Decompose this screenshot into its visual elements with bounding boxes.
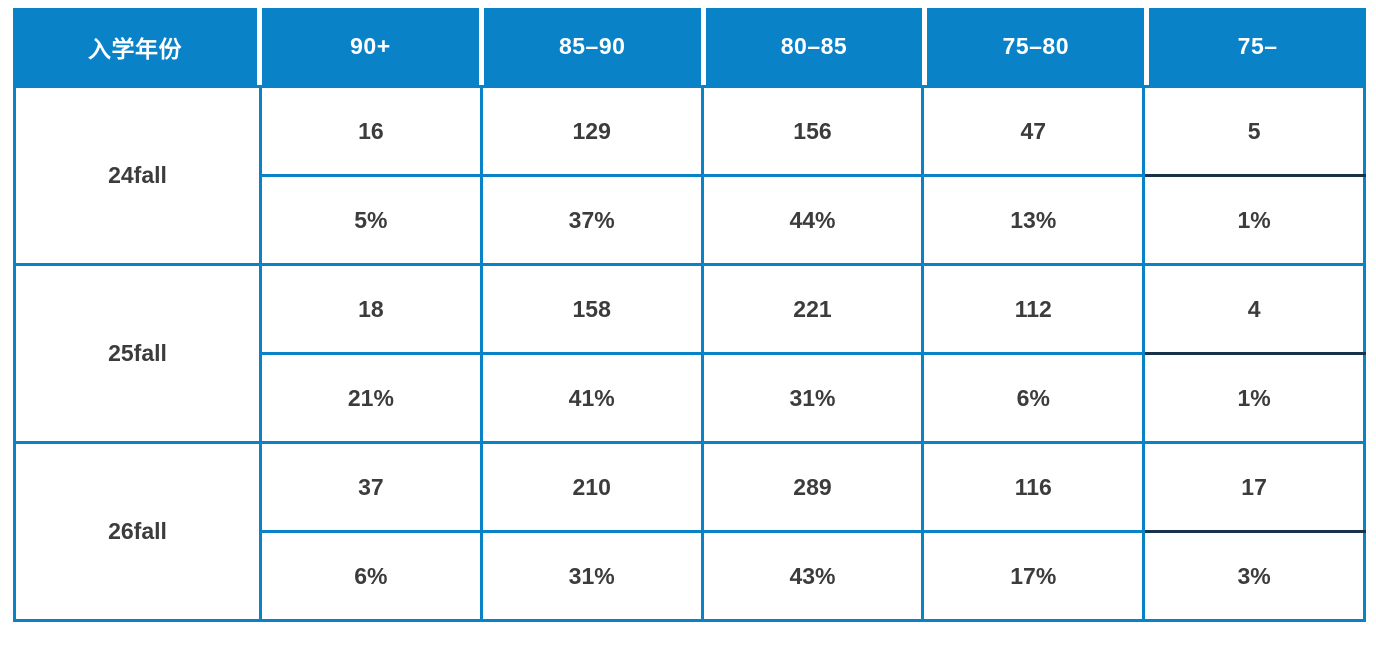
percent-cell: 1%	[1142, 174, 1366, 266]
table-row: 25fall 18 158 221 112 4	[13, 263, 1366, 444]
percent-cell: 6%	[921, 352, 1146, 444]
count-cell: 112	[921, 263, 1146, 355]
percent-cell: 13%	[921, 174, 1146, 266]
percent-cell: 37%	[479, 174, 704, 266]
count-cell: 5	[1142, 85, 1366, 177]
count-cell: 158	[479, 263, 704, 355]
percent-cell: 41%	[479, 352, 704, 444]
count-cell: 210	[479, 441, 704, 533]
row-label-26fall: 26fall	[13, 441, 262, 622]
count-cell: 156	[700, 85, 925, 177]
count-cell: 116	[921, 441, 1146, 533]
percent-cell: 6%	[259, 530, 483, 622]
count-cell: 47	[921, 85, 1146, 177]
count-cell: 4	[1142, 263, 1366, 355]
header-cell-band-75minus: 75–	[1149, 8, 1366, 85]
percent-cell: 1%	[1142, 352, 1366, 444]
header-cell-band-75-80: 75–80	[927, 8, 1145, 85]
table-row: 26fall 37 210 289 116 17	[13, 441, 1366, 622]
header-cell-band-80-85: 80–85	[705, 8, 923, 85]
header-cell-band-90plus: 90+	[262, 8, 479, 85]
header-cell-enrollment-year: 入学年份	[13, 8, 257, 85]
count-cell: 17	[1142, 441, 1366, 533]
row-label-25fall: 25fall	[13, 263, 262, 444]
count-cell: 37	[259, 441, 483, 533]
percent-cell: 43%	[700, 530, 925, 622]
percent-cell: 31%	[700, 352, 925, 444]
table-row: 21% 41% 31% 6% 1%	[15, 352, 1366, 444]
header-cell-band-85-90: 85–90	[483, 8, 701, 85]
percent-cell: 44%	[700, 174, 925, 266]
row-label-24fall: 24fall	[13, 85, 262, 266]
table-row: 5% 37% 44% 13% 1%	[15, 174, 1366, 266]
percent-cell: 17%	[921, 530, 1146, 622]
table-body: 24fall 16 129 156 47 5 5% 37% 44% 13% 1%…	[13, 85, 1366, 622]
count-cell: 16	[259, 85, 483, 177]
score-distribution-table: 入学年份 90+ 85–90 80–85 75–80 75– 24fall 16…	[13, 8, 1366, 622]
count-cell: 18	[259, 263, 483, 355]
count-cell: 289	[700, 441, 925, 533]
percent-cell: 5%	[259, 174, 483, 266]
count-cell: 129	[479, 85, 704, 177]
percent-cell: 21%	[259, 352, 483, 444]
table-row: 24fall 16 129 156 47 5	[13, 85, 1366, 266]
table-header-row: 入学年份 90+ 85–90 80–85 75–80 75–	[13, 8, 1366, 85]
count-cell: 221	[700, 263, 925, 355]
percent-cell: 31%	[479, 530, 704, 622]
table-row: 6% 31% 43% 17% 3%	[15, 530, 1366, 622]
percent-cell: 3%	[1142, 530, 1366, 622]
